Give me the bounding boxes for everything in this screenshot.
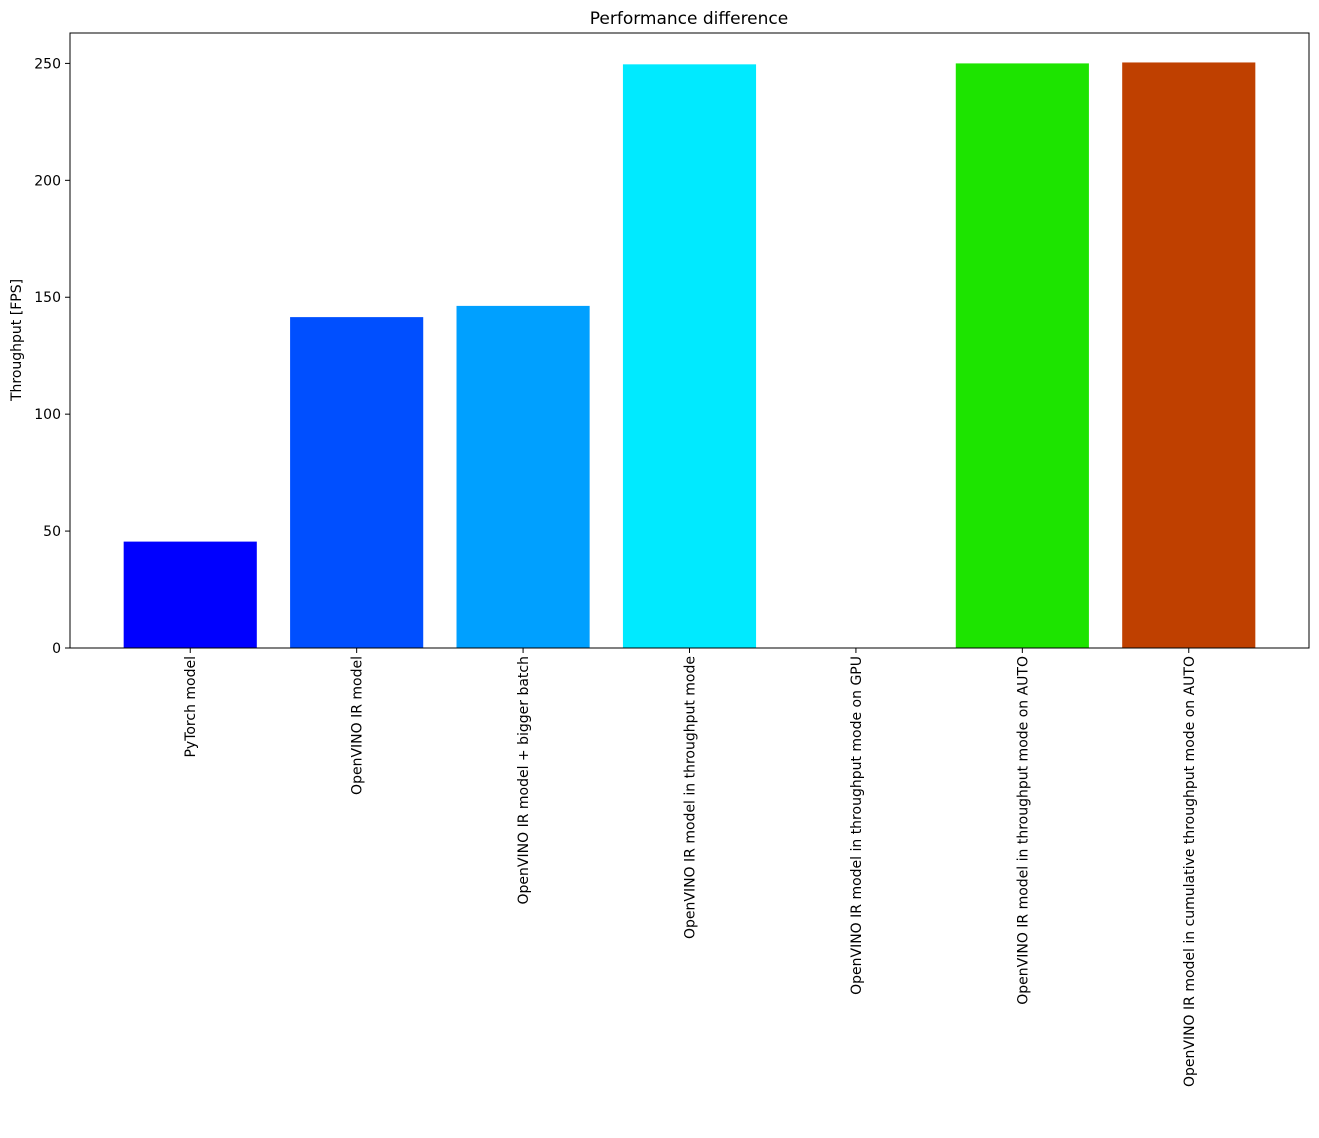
x-tick-label: OpenVINO IR model in throughput mode on … <box>849 656 865 995</box>
x-tick-label: OpenVINO IR model in cumulative throughp… <box>1182 656 1198 1087</box>
bar-7 <box>1122 62 1256 649</box>
bar-4 <box>622 64 757 649</box>
x-tick-label: OpenVINO IR model <box>350 656 366 795</box>
bar-3 <box>456 305 590 648</box>
bar-1 <box>123 541 257 648</box>
y-tick-label: 0 <box>52 641 61 657</box>
y-tick-label: 250 <box>34 56 61 72</box>
plot-frame <box>69 32 1310 649</box>
y-ticks-group: 0 50 100 150 200 250 <box>34 56 70 657</box>
x-tick-label: OpenVINO IR model + bigger batch <box>516 656 532 904</box>
bars-group <box>123 62 1256 649</box>
x-tick-label: OpenVINO IR model in throughput mode <box>683 656 699 939</box>
y-tick-label: 50 <box>43 524 61 540</box>
y-tick-label: 100 <box>34 407 61 423</box>
chart-title: Performance difference <box>590 9 788 29</box>
y-axis-label: Throughput [FPS] <box>9 279 25 402</box>
bar-2 <box>290 317 424 648</box>
bar-6 <box>955 63 1089 649</box>
y-tick-label: 150 <box>34 290 61 306</box>
x-tick-label: OpenVINO IR model in throughput mode on … <box>1015 656 1031 1005</box>
y-tick-label: 200 <box>34 173 61 189</box>
x-tick-label: PyTorch model <box>183 656 199 758</box>
x-ticks-group: PyTorch model OpenVINO IR model OpenVINO I… <box>183 648 1198 1087</box>
